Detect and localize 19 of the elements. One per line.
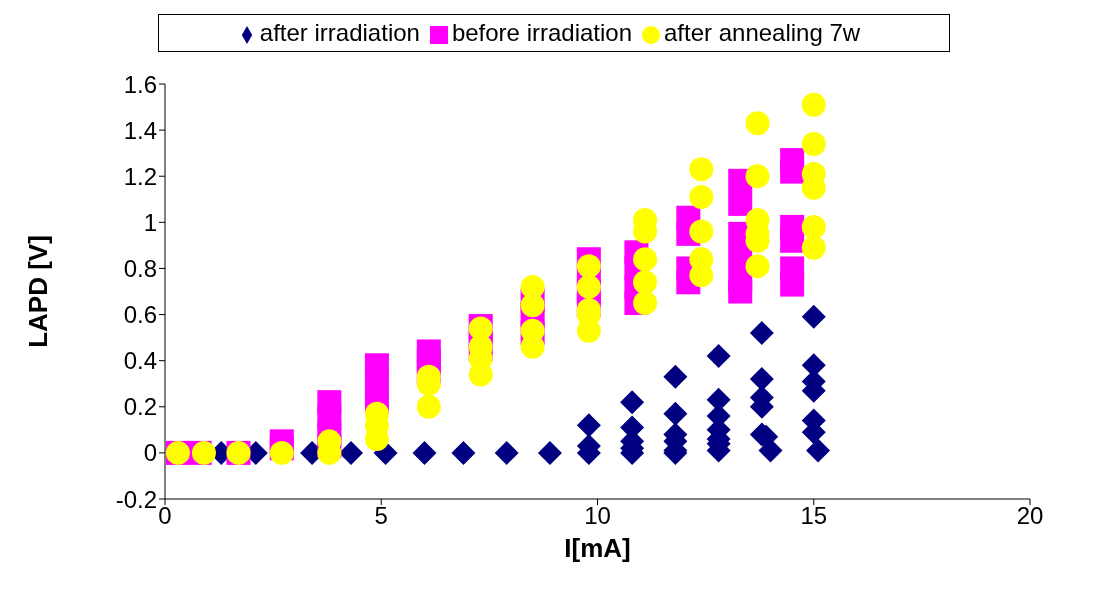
y-tick-label: 1.2: [123, 162, 157, 190]
legend-label: before irradiation: [451, 19, 633, 46]
x-tick-label: 15: [800, 502, 828, 530]
y-tick-label: 1: [143, 208, 157, 236]
x-axis-title: I[mA]: [564, 533, 631, 563]
legend-label: after irradiation: [259, 19, 420, 46]
y-tick-label: 0.4: [123, 347, 157, 375]
y-axis-title: LAPD [V]: [23, 235, 54, 348]
y-tick-label: 0: [143, 439, 157, 467]
legend-label: after annealing 7w: [664, 19, 861, 46]
y-tick-label: 0.6: [123, 301, 157, 329]
x-tick-label: 20: [1016, 502, 1044, 530]
y-tick-label: 1.6: [123, 70, 157, 98]
y-tick-label: 0.2: [123, 393, 157, 421]
y-tick-label: 1.4: [123, 116, 157, 144]
y-tick-label: -0.2: [115, 485, 157, 513]
x-tick-label: 10: [584, 502, 611, 530]
y-tick-label: 0.8: [123, 254, 157, 282]
x-tick-label: 5: [374, 502, 388, 530]
